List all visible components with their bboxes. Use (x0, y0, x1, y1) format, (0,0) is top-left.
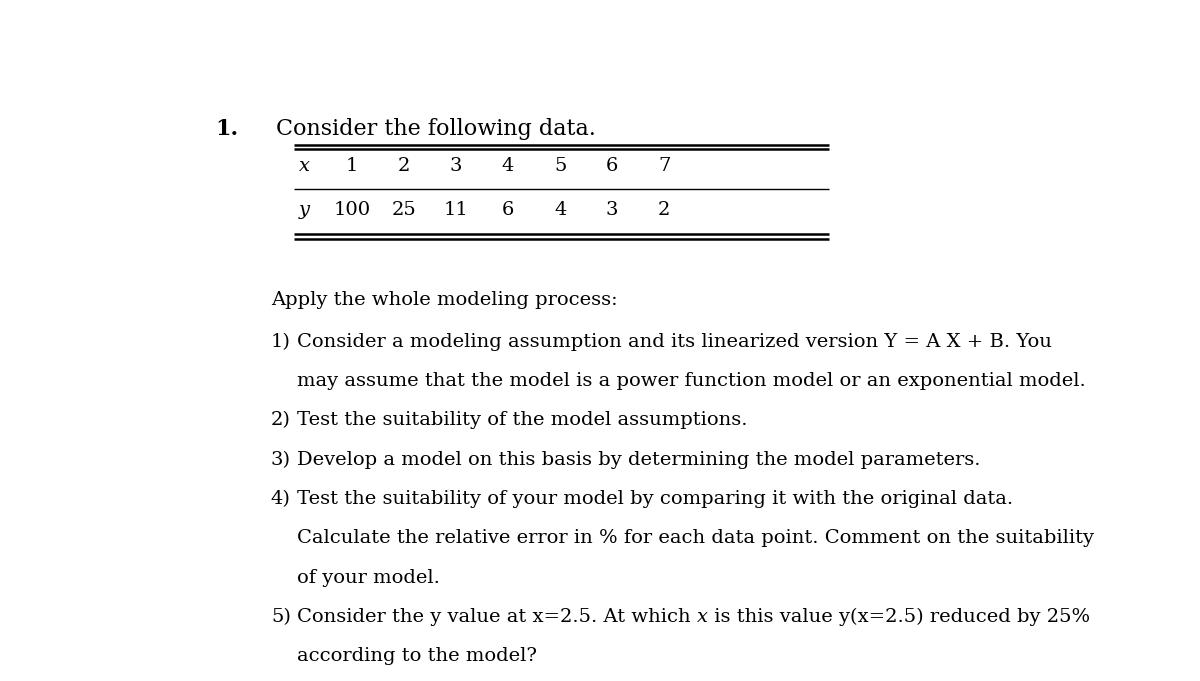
Text: Develop a model on this basis by determining the model parameters.: Develop a model on this basis by determi… (296, 451, 980, 469)
Text: 11: 11 (444, 201, 468, 219)
Text: x: x (697, 608, 708, 626)
Text: 1): 1) (271, 333, 290, 351)
Text: Consider the y value at x=2.5. At which: Consider the y value at x=2.5. At which (296, 608, 697, 626)
Text: 5: 5 (554, 157, 566, 174)
Text: 25: 25 (391, 201, 416, 219)
Text: Consider a modeling assumption and its linearized version Y = A X + B. You: Consider a modeling assumption and its l… (296, 333, 1052, 351)
Text: Test the suitability of your model by comparing it with the original data.: Test the suitability of your model by co… (296, 490, 1013, 508)
Text: 1: 1 (346, 157, 358, 174)
Text: 4): 4) (271, 490, 290, 508)
Text: of your model.: of your model. (296, 569, 440, 587)
Text: 1.: 1. (215, 118, 239, 140)
Text: 2): 2) (271, 411, 290, 430)
Text: may assume that the model is a power function model or an exponential model.: may assume that the model is a power fun… (296, 372, 1086, 390)
Text: x: x (299, 157, 310, 174)
Text: 3: 3 (450, 157, 462, 174)
Text: 100: 100 (334, 201, 371, 219)
Text: 6: 6 (606, 157, 618, 174)
Text: 2: 2 (658, 201, 671, 219)
Text: 4: 4 (554, 201, 566, 219)
Text: Test the suitability of the model assumptions.: Test the suitability of the model assump… (296, 411, 748, 430)
Text: 3): 3) (271, 451, 290, 469)
Text: is this value y(x=2.5) reduced by 25%: is this value y(x=2.5) reduced by 25% (708, 608, 1090, 627)
Text: 3: 3 (606, 201, 618, 219)
Text: 5): 5) (271, 608, 290, 626)
Text: 2: 2 (397, 157, 410, 174)
Text: Consider the following data.: Consider the following data. (276, 118, 595, 140)
Text: 7: 7 (658, 157, 671, 174)
Text: Calculate the relative error in % for each data point. Comment on the suitabilit: Calculate the relative error in % for ea… (296, 529, 1094, 548)
Text: y: y (299, 201, 310, 219)
Text: Apply the whole modeling process:: Apply the whole modeling process: (271, 291, 618, 309)
Text: 6: 6 (502, 201, 515, 219)
Text: according to the model?: according to the model? (296, 648, 536, 665)
Text: 4: 4 (502, 157, 515, 174)
